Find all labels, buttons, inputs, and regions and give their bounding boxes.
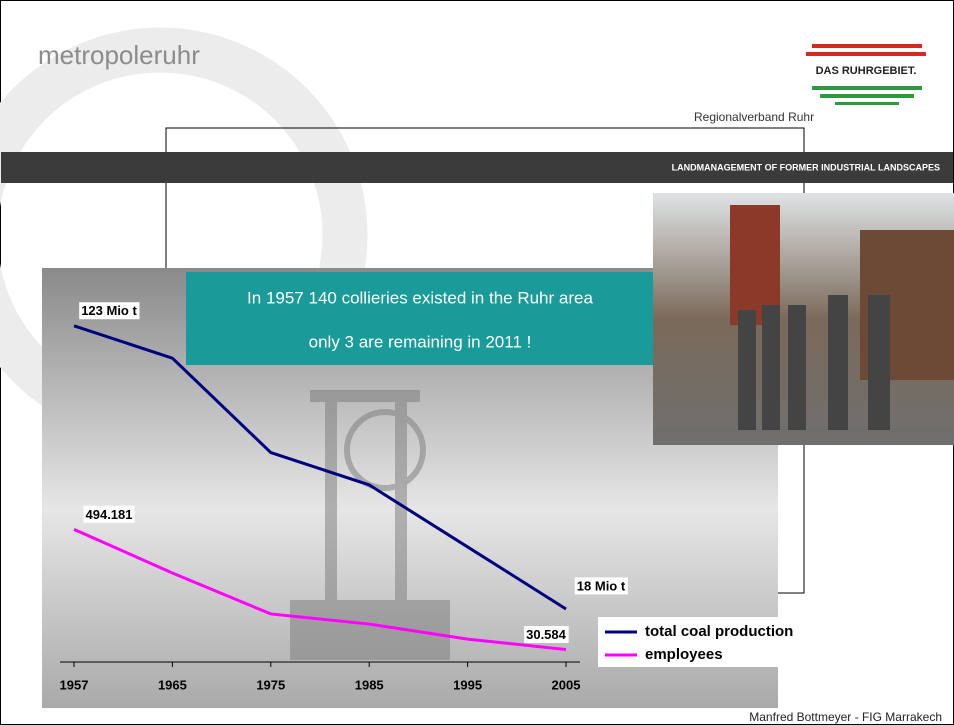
x-tick-label: 1975 (256, 677, 285, 692)
data-label: 30.584 (526, 627, 567, 642)
brand: DAS RUHRGEBIET. (816, 65, 917, 77)
x-tick-label: 2005 (552, 677, 581, 692)
data-label: 123 Mio t (81, 303, 137, 318)
footer: Manfred Bottmeyer - FIG Marrakech (749, 710, 942, 724)
x-tick-label: 1995 (453, 677, 482, 692)
organization: Regionalverband Ruhr (694, 110, 814, 124)
banner: LANDMANAGEMENT OF FORMER INDUSTRIAL LAND… (672, 162, 940, 172)
annotation: only 3 are remaining in 2011 ! (309, 332, 532, 351)
page: metropoleruhr DAS RUHRGEBIET. Regionalve… (0, 0, 954, 725)
photo (653, 193, 954, 445)
x-tick-label: 1965 (158, 677, 187, 692)
annotation: In 1957 140 collieries existed in the Ru… (247, 288, 593, 307)
data-label: 494.181 (86, 507, 133, 522)
legend-label: total coal production (645, 623, 793, 640)
logo: metropoleruhr (38, 40, 200, 70)
x-tick-label: 1985 (355, 677, 384, 692)
legend-label: employees (645, 646, 723, 663)
x-tick-label: 1957 (60, 677, 89, 692)
data-label: 18 Mio t (577, 578, 626, 593)
slide: metropoleruhr DAS RUHRGEBIET. Regionalve… (0, 0, 954, 725)
